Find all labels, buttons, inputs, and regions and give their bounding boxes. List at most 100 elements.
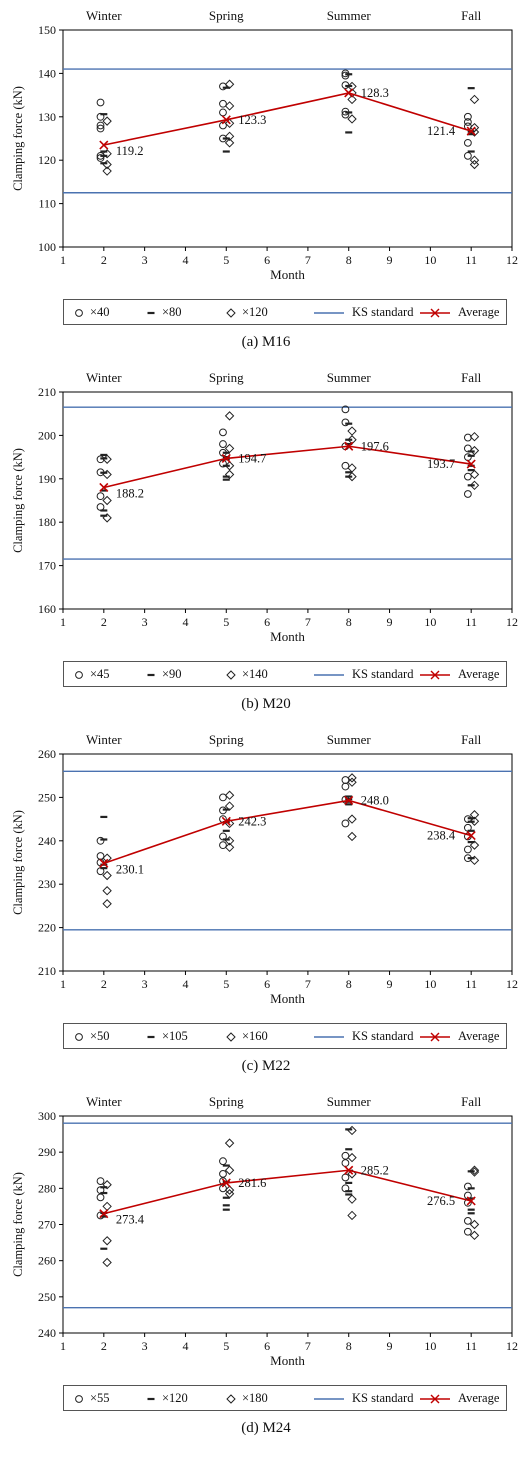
average-data-label: 193.7: [427, 457, 455, 471]
season-label: Summer: [327, 1094, 372, 1109]
x-tick-label: 5: [223, 253, 229, 267]
legend-label: KS standard: [352, 667, 414, 681]
x-tick-label: 2: [101, 253, 107, 267]
data-point: [224, 131, 235, 142]
data-point: [102, 148, 112, 159]
legend-item: ×140: [224, 662, 268, 686]
chart-panel: 210 220 230 240 250 260 1 2 3 4 5 6 7 8 9 10 11 12 Month Cl…: [0, 724, 532, 1086]
x-tick-label: 4: [182, 615, 188, 629]
data-point: [347, 814, 357, 824]
season-label: Spring: [209, 732, 244, 747]
legend-label: Average: [458, 305, 500, 319]
average-data-label: 188.2: [116, 486, 144, 500]
data-point: [469, 810, 480, 820]
legend-label: ×120: [242, 305, 268, 319]
x-tick-label: 3: [142, 977, 148, 991]
legend-item: Average: [420, 1386, 499, 1410]
season-label: Fall: [461, 370, 482, 385]
legend-label: Average: [458, 1029, 500, 1043]
y-tick-label: 100: [38, 240, 56, 254]
data-point: [102, 469, 112, 480]
legend-item: KS standard: [314, 300, 413, 324]
x-axis-label: Month: [270, 1353, 305, 1368]
data-point: [469, 840, 480, 850]
data-point: [463, 845, 472, 854]
data-point: [224, 836, 235, 846]
legend-symbol: [147, 1398, 155, 1401]
data-point: [469, 122, 480, 133]
legend-symbol: [314, 312, 344, 314]
data-point: [463, 151, 472, 160]
data-point: [102, 870, 112, 881]
average-data-label: 128.3: [361, 86, 389, 100]
data-point: [96, 492, 105, 501]
data-point: [463, 1182, 472, 1191]
legend-item: Average: [420, 1024, 499, 1048]
data-point: [224, 1189, 235, 1199]
average-marker: [221, 115, 231, 125]
data-point: [219, 1157, 227, 1166]
data-point: [219, 108, 227, 117]
legend-label: ×90: [162, 667, 182, 681]
legend-symbol: [75, 309, 83, 318]
data-point: [102, 513, 112, 523]
data-point: [102, 1236, 112, 1246]
x-tick-label: 4: [182, 977, 188, 991]
season-label: Summer: [327, 8, 372, 23]
x-tick-label: 1: [60, 1339, 66, 1353]
legend-label: Average: [458, 1391, 500, 1405]
legend-item: ×180: [224, 1386, 268, 1410]
y-tick-label: 280: [38, 1181, 56, 1195]
legend-label: ×160: [242, 1029, 268, 1043]
data-point: [341, 405, 350, 414]
legend-symbol: [75, 1395, 83, 1404]
x-tick-label: 5: [223, 1339, 229, 1353]
season-label: Winter: [86, 370, 122, 385]
data-point: [219, 841, 227, 850]
legend-symbol: [226, 1394, 236, 1404]
legend-label: ×105: [162, 1029, 188, 1043]
data-point: [463, 112, 472, 121]
legend-item: Average: [420, 300, 499, 324]
legend-item: KS standard: [314, 1386, 413, 1410]
y-tick-label: 260: [38, 1254, 56, 1268]
legend-label: ×180: [242, 1391, 268, 1405]
data-point: [219, 428, 227, 437]
data-point: [347, 1210, 357, 1221]
x-tick-label: 8: [346, 253, 352, 267]
data-point: [469, 94, 480, 105]
x-tick-label: 10: [424, 1339, 436, 1353]
y-tick-label: 260: [38, 747, 56, 761]
x-tick-label: 11: [465, 253, 477, 267]
x-tick-label: 4: [182, 253, 188, 267]
data-point: [96, 98, 105, 107]
season-label: Spring: [209, 1094, 244, 1109]
y-tick-label: 230: [38, 877, 56, 891]
data-point: [347, 831, 357, 842]
x-tick-label: 2: [101, 615, 107, 629]
y-tick-label: 190: [38, 472, 56, 486]
data-point: [219, 1169, 227, 1178]
data-point: [469, 816, 480, 826]
x-tick-label: 12: [506, 615, 518, 629]
data-point: [102, 1257, 112, 1268]
data-point: [463, 1227, 472, 1236]
x-tick-label: 9: [387, 615, 393, 629]
x-tick-label: 7: [305, 977, 311, 991]
y-tick-label: 110: [38, 197, 56, 211]
data-point: [463, 138, 472, 147]
data-point: [96, 124, 105, 133]
average-marker: [221, 1178, 231, 1188]
x-tick-label: 6: [264, 977, 270, 991]
y-tick-label: 240: [38, 1326, 56, 1340]
x-tick-label: 3: [142, 1339, 148, 1353]
season-label: Fall: [461, 1094, 482, 1109]
x-tick-label: 4: [182, 1339, 188, 1353]
average-marker: [99, 482, 109, 493]
x-tick-label: 6: [264, 1339, 270, 1353]
average-marker: [221, 816, 231, 826]
average-data-label: 230.1: [116, 862, 144, 876]
data-point: [341, 782, 350, 791]
